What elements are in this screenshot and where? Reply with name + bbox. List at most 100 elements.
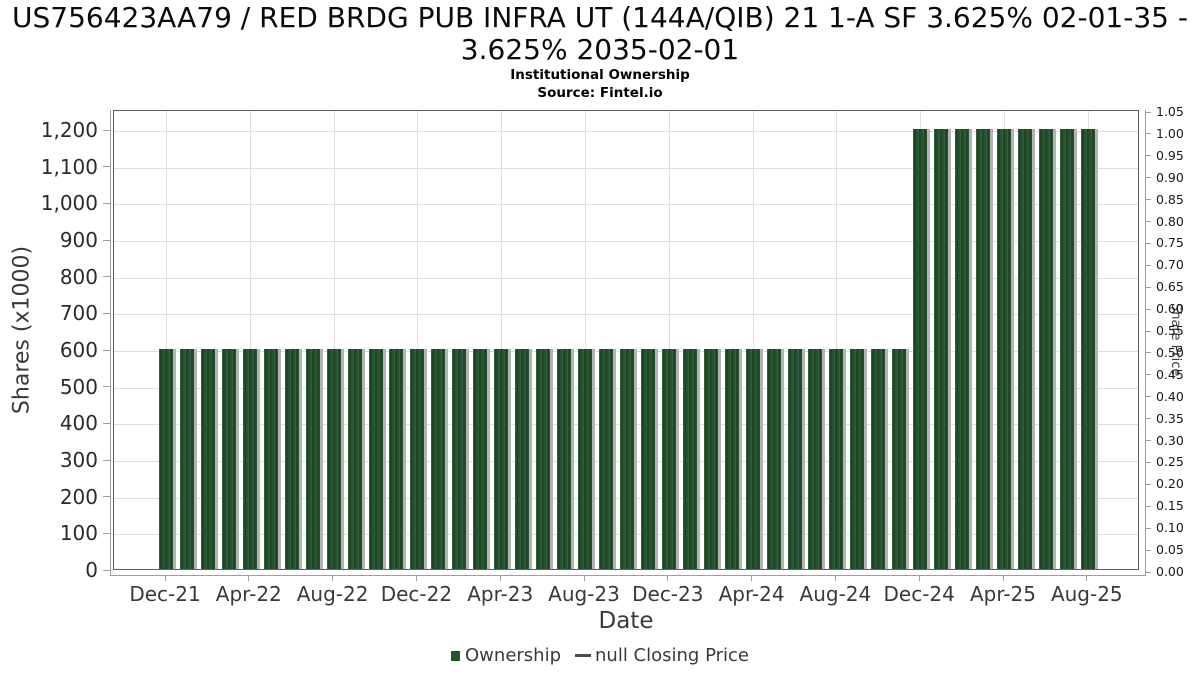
x-axis-tick-label: Aug-25 — [1050, 582, 1123, 606]
vertical-gridline — [333, 111, 335, 569]
right-axis-tick-label: 0.35 — [1156, 410, 1184, 426]
horizontal-gridline — [114, 241, 1138, 242]
right-axis-tick — [1145, 308, 1151, 310]
left-axis-tick-label: 800 — [59, 264, 98, 289]
x-axis-tick — [499, 575, 501, 581]
left-axis-tick-label: 0 — [85, 558, 98, 582]
x-axis-tick — [248, 575, 250, 581]
right-axis-tick — [1145, 571, 1151, 573]
ownership-bar — [578, 349, 592, 569]
right-axis-tick-label: 0.20 — [1156, 476, 1184, 492]
right-axis-tick — [1145, 133, 1151, 135]
ownership-bar — [200, 349, 215, 569]
left-axis-tick — [103, 166, 110, 168]
x-axis-tick-label: Aug-23 — [548, 582, 620, 606]
right-axis-tick — [1145, 549, 1151, 551]
ownership-bar — [703, 349, 718, 569]
vertical-gridline — [668, 111, 670, 569]
ownership-bar — [410, 349, 425, 569]
left-axis-tick — [103, 459, 110, 461]
right-axis-tick-label: 0.95 — [1156, 147, 1184, 163]
right-axis-tick-label: 0.50 — [1156, 344, 1184, 360]
x-axis-tick-label: Apr-24 — [718, 582, 785, 606]
right-axis-tick-label: 1.00 — [1156, 125, 1184, 141]
ownership-bar — [221, 349, 236, 569]
x-axis-tick — [415, 575, 417, 581]
right-axis-tick-label: 0.10 — [1156, 520, 1184, 536]
vertical-gridline — [249, 111, 251, 569]
right-axis-tick-label: 0.75 — [1156, 235, 1184, 251]
right-axis-tick — [1145, 286, 1151, 288]
ownership-legend-label: Ownership — [465, 645, 562, 666]
ownership-bar — [892, 349, 907, 569]
closing-price-legend-dash-icon — [575, 654, 592, 657]
right-axis-line — [1145, 110, 1146, 576]
right-axis-tick-label: 0.25 — [1156, 454, 1184, 470]
vertical-gridline — [417, 111, 419, 569]
right-axis-tick-label: 0.55 — [1156, 323, 1184, 339]
right-axis-tick-label: 0.80 — [1156, 213, 1184, 229]
right-axis-tick-label: 0.30 — [1156, 432, 1184, 448]
right-axis-tick — [1145, 352, 1151, 354]
right-axis-tick-label: 0.60 — [1156, 301, 1184, 317]
x-axis-tick-label: Aug-24 — [799, 582, 872, 606]
ownership-bar — [745, 349, 760, 569]
ownership-bar — [640, 349, 655, 569]
ownership-bar — [263, 349, 278, 569]
left-axis-tick-label: 200 — [59, 484, 98, 509]
x-axis-tick — [583, 575, 585, 581]
horizontal-gridline — [114, 314, 1138, 316]
ownership-bar — [368, 349, 383, 569]
right-axis-tick-label: 0.65 — [1156, 279, 1184, 295]
left-axis-tick-label: 500 — [59, 374, 98, 399]
ownership-bar — [682, 349, 697, 569]
right-axis-tick — [1145, 155, 1151, 157]
ownership-bar — [557, 349, 572, 569]
ownership-bar — [913, 129, 928, 569]
x-axis-tick-label: Dec-22 — [380, 582, 453, 606]
right-axis-tick — [1145, 440, 1151, 442]
left-axis-tick — [103, 386, 110, 388]
left-axis-tick — [103, 349, 110, 351]
plot-area — [113, 110, 1139, 570]
ownership-bar — [431, 349, 446, 569]
right-axis-tick-label: 0.00 — [1156, 564, 1184, 579]
ownership-bar — [955, 129, 970, 569]
ownership-bar — [452, 349, 467, 569]
ownership-bar — [1080, 129, 1095, 569]
x-axis-tick — [667, 575, 669, 581]
closing-price-legend-label: null Closing Price — [595, 645, 749, 666]
x-axis-tick — [1086, 575, 1088, 581]
x-axis-tick-label: Apr-25 — [970, 582, 1036, 606]
bottom-axis-line — [110, 575, 1146, 576]
left-axis-tick — [103, 532, 110, 534]
x-axis-tick — [918, 575, 920, 581]
horizontal-gridline — [114, 167, 1138, 169]
ownership-bar — [829, 349, 844, 569]
ownership-bar — [850, 349, 865, 569]
left-axis-tick — [103, 202, 110, 204]
right-axis-tick — [1145, 461, 1151, 463]
left-axis-tick-label: 300 — [59, 448, 98, 472]
x-axis-tick-label: Dec-21 — [129, 582, 201, 606]
left-axis-tick — [103, 496, 110, 498]
ownership-bar — [661, 349, 676, 569]
right-axis-tick-label: 0.05 — [1156, 542, 1184, 558]
left-axis-tick-label: 400 — [59, 411, 98, 436]
vertical-gridline — [836, 111, 838, 569]
left-axis-tick-label: 1,100 — [40, 154, 98, 179]
ownership-bar — [494, 349, 509, 569]
left-axis-tick — [103, 239, 110, 241]
left-axis-tick — [103, 129, 110, 131]
ownership-bar — [242, 349, 257, 569]
ownership-bar — [179, 349, 194, 569]
x-axis-tick — [834, 575, 836, 581]
x-axis-tick-label: Dec-23 — [632, 582, 704, 606]
ownership-bar — [619, 349, 634, 569]
ownership-bar — [808, 349, 823, 569]
ownership-bar — [766, 349, 781, 569]
ownership-bar — [724, 349, 739, 569]
right-axis-tick — [1145, 483, 1151, 485]
ownership-bar — [598, 349, 613, 569]
